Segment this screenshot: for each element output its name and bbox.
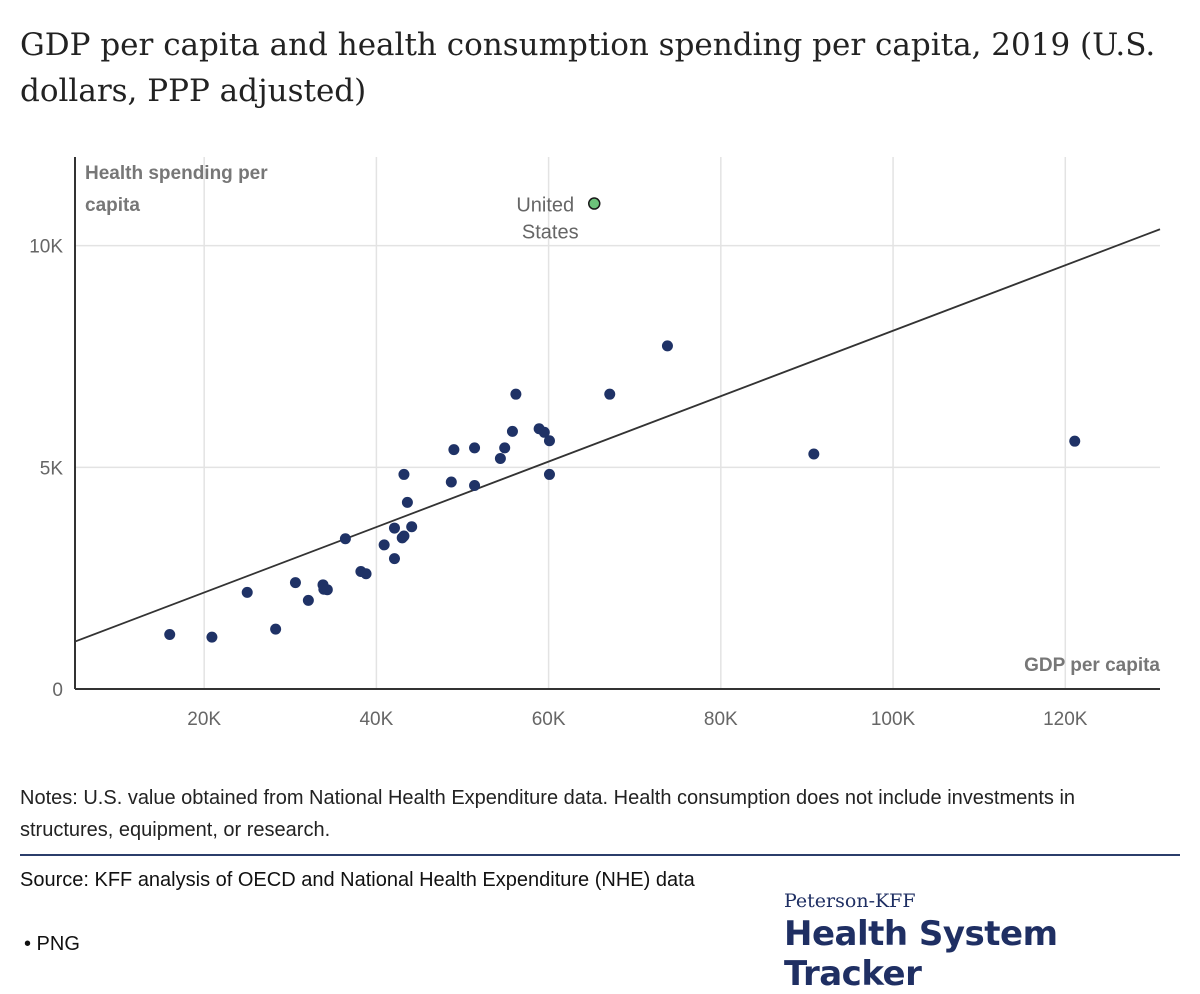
data-point: [302, 594, 314, 606]
footer-divider: [20, 854, 1180, 856]
axis-layer: 20K 40K 60K 80K 100K 120K 0 5K 10K: [29, 157, 1160, 730]
data-point: [360, 568, 372, 580]
data-point: [378, 539, 390, 551]
x-tick-label: 60K: [532, 709, 566, 730]
data-point: [661, 340, 673, 352]
data-point: [388, 553, 400, 565]
data-point: [406, 521, 418, 533]
data-point: [604, 388, 616, 400]
trendline: [74, 228, 1161, 643]
data-point: [499, 442, 511, 454]
y-tick-label: 0: [52, 680, 63, 701]
data-point: [206, 631, 218, 643]
x-tick-label: 120K: [1043, 709, 1088, 730]
data-point: [445, 476, 457, 488]
data-point: [241, 586, 253, 598]
brand-subtitle: Peterson-KFF: [784, 890, 916, 912]
data-point: [543, 468, 555, 480]
data-point: [398, 468, 410, 480]
scatter-chart: 20K 40K 60K 80K 100K 120K 0 5K 10K Health spendi…: [29, 157, 1161, 730]
data-point: [808, 448, 820, 460]
highlight-point: [588, 197, 601, 210]
brand-logo-text: Health System Tracker: [784, 914, 1058, 994]
grid-layer: [75, 157, 1160, 689]
data-point: [538, 426, 550, 438]
data-point: [1069, 435, 1081, 447]
data-point: [448, 444, 460, 456]
data-point: [543, 435, 555, 447]
y-tick-label: 10K: [29, 237, 63, 258]
data-point: [289, 577, 301, 589]
data-point: [469, 442, 481, 454]
trendline-layer: [74, 228, 1161, 643]
data-point: [398, 530, 410, 542]
x-tick-label: 20K: [187, 709, 221, 730]
x-axis-label: GDP per capita: [1024, 655, 1160, 676]
data-point: [469, 480, 481, 492]
x-tick-label: 100K: [871, 709, 916, 730]
data-point: [510, 388, 522, 400]
y-tick-label: 5K: [40, 458, 64, 479]
data-point: [339, 533, 351, 545]
data-point: [401, 496, 413, 508]
data-point: [164, 628, 176, 640]
highlight-label: United States: [516, 195, 578, 244]
data-point: [494, 452, 506, 464]
label-layer: Health spending per capita GDP per capita U…: [85, 163, 1160, 676]
data-point: [388, 522, 400, 534]
y-axis-label: Health spending per capita: [85, 163, 268, 216]
data-point: [270, 623, 282, 635]
data-point: [506, 425, 518, 437]
points-layer: [164, 197, 1081, 643]
page-title: GDP per capita and health consumption sp…: [20, 27, 1156, 109]
png-download-link[interactable]: • PNG: [24, 933, 80, 955]
x-tick-label: 40K: [359, 709, 393, 730]
source-text: Source: KFF analysis of OECD and Nationa…: [20, 869, 695, 891]
x-tick-label: 80K: [704, 709, 738, 730]
chart-notes: Notes: U.S. value obtained from National…: [20, 787, 1076, 841]
data-point: [321, 584, 333, 596]
